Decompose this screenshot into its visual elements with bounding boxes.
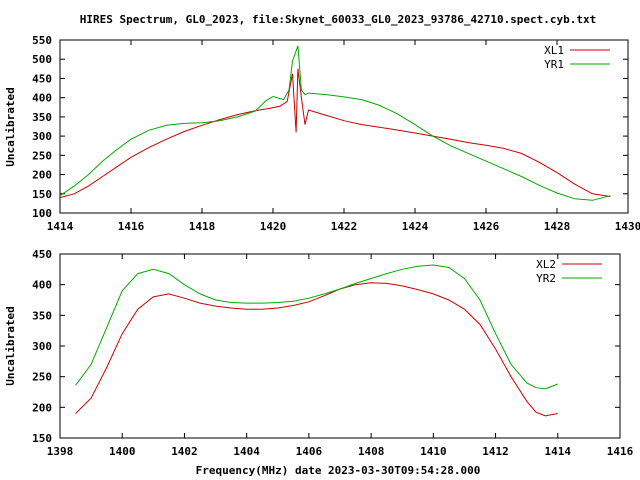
- y-tick-label: 450: [32, 72, 52, 85]
- y-tick-label: 250: [32, 371, 52, 384]
- x-axis-label: Frequency(MHz) date 2023-03-30T09:54:28.…: [196, 464, 481, 477]
- x-tick-label: 1410: [420, 445, 447, 458]
- y-axis-label: Uncalibrated: [4, 87, 17, 166]
- y-tick-label: 200: [32, 401, 52, 414]
- y-tick-label: 100: [32, 207, 52, 220]
- x-tick-label: 1422: [331, 220, 358, 233]
- y-tick-label: 150: [32, 432, 52, 445]
- x-tick-label: 1402: [171, 445, 198, 458]
- y-tick-label: 550: [32, 34, 52, 47]
- figure-title: HIRES Spectrum, GL0_2023, file:Skynet_60…: [80, 13, 597, 26]
- x-tick-label: 1414: [545, 445, 572, 458]
- x-tick-label: 1404: [233, 445, 260, 458]
- y-tick-label: 300: [32, 340, 52, 353]
- legend-label-xl1: XL1: [544, 44, 564, 57]
- legend-label-xl2: XL2: [536, 258, 556, 271]
- x-tick-label: 1418: [189, 220, 216, 233]
- y-tick-label: 200: [32, 169, 52, 182]
- x-tick-label: 1406: [296, 445, 323, 458]
- y-axis-label: Uncalibrated: [4, 306, 17, 385]
- x-tick-label: 1398: [47, 445, 74, 458]
- y-tick-label: 400: [32, 279, 52, 292]
- y-tick-label: 300: [32, 130, 52, 143]
- x-tick-label: 1400: [109, 445, 136, 458]
- y-tick-label: 350: [32, 111, 52, 124]
- legend-label-yr1: YR1: [544, 58, 564, 71]
- bottom-panel: 1398 1400 1402 1404 1406 1408 1410 1412 1414 1416…: [4, 248, 634, 458]
- x-tick-label: 1416: [607, 445, 634, 458]
- top-panel: 1414 1416 1418 1420 1422 1424 1426 1428 1430 100 1…: [4, 34, 640, 233]
- series-line-yr1: [59, 45, 611, 201]
- y-tick-label: 150: [32, 188, 52, 201]
- series-line-xl2: [75, 282, 558, 417]
- x-tick-label: 1426: [473, 220, 500, 233]
- x-tick-label: 1414: [47, 220, 74, 233]
- y-tick-label: 450: [32, 248, 52, 261]
- x-tick-label: 1412: [482, 445, 509, 458]
- x-tick-label: 1408: [358, 445, 385, 458]
- y-tick-label: 500: [32, 53, 52, 66]
- series-line-xl1: [59, 68, 611, 199]
- y-tick-label: 250: [32, 149, 52, 162]
- legend-label-yr2: YR2: [536, 272, 556, 285]
- x-tick-label: 1424: [402, 220, 429, 233]
- x-tick-label: 1428: [544, 220, 571, 233]
- x-tick-label: 1416: [118, 220, 145, 233]
- y-tick-label: 350: [32, 309, 52, 322]
- series-line-yr2: [75, 264, 558, 390]
- y-tick-label: 400: [32, 92, 52, 105]
- x-tick-label: 1430: [615, 220, 640, 233]
- x-tick-label: 1420: [260, 220, 287, 233]
